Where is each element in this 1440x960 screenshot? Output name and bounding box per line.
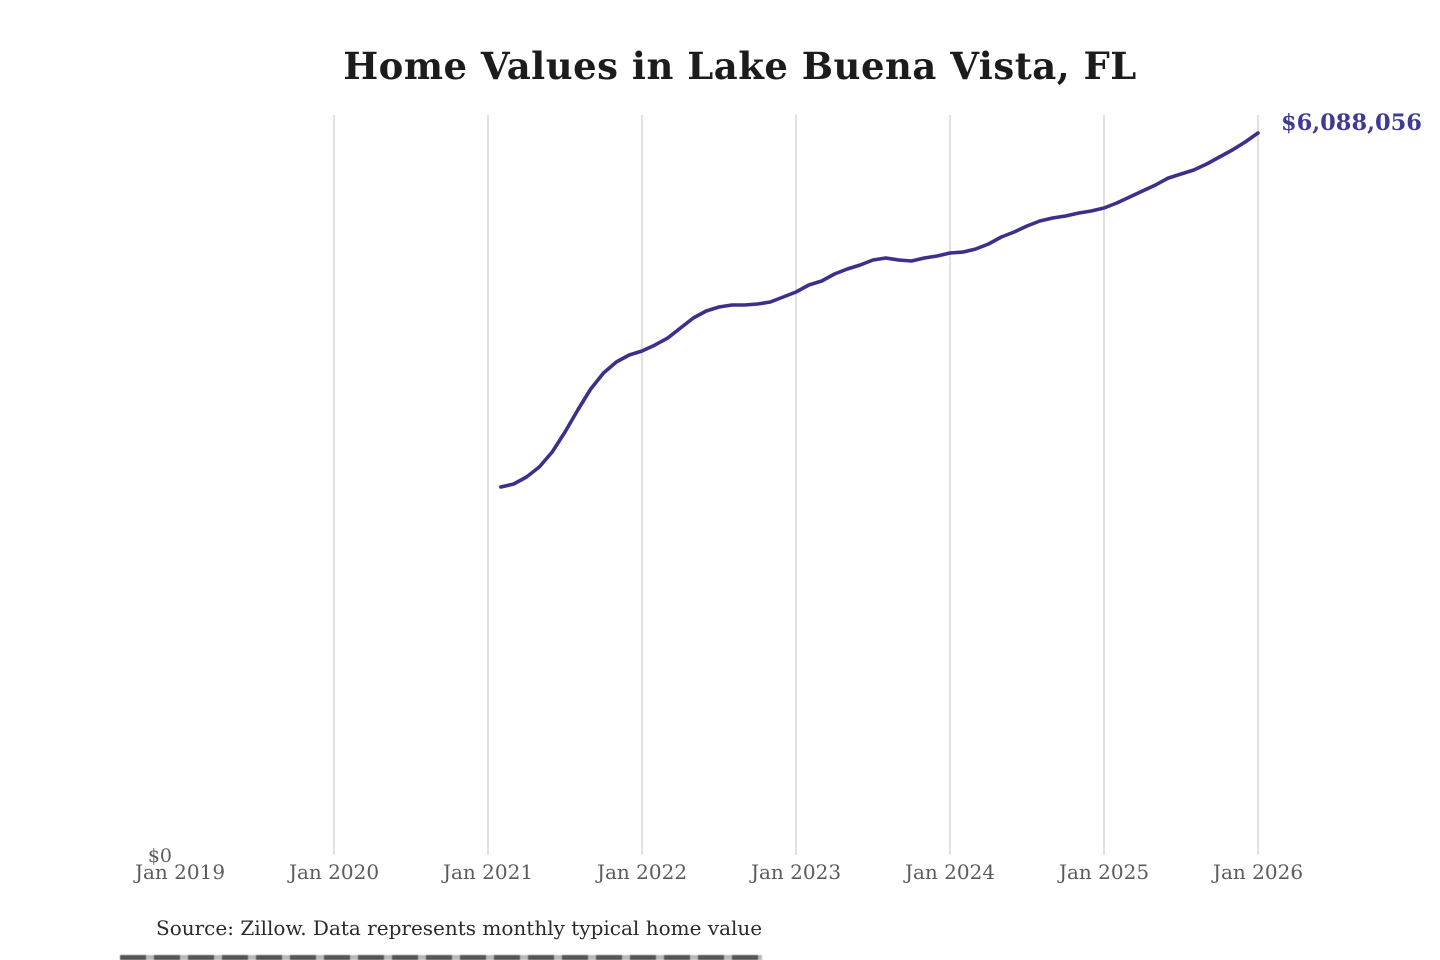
latest-value-label: $6,088,056: [1281, 110, 1422, 136]
x-tick-label-2025: Jan 2025: [1058, 860, 1150, 884]
x-tick-label-2026: Jan 2026: [1212, 860, 1304, 884]
y-axis-tick-zero: $0: [147, 845, 172, 867]
cutoff-text-artifact: [120, 955, 762, 960]
x-tick-label-2019: Jan 2019: [134, 860, 226, 884]
x-tick-label-2024: Jan 2024: [904, 860, 996, 884]
x-tick-label-2021: Jan 2021: [442, 860, 534, 884]
source-note: Source: Zillow. Data represents monthly …: [156, 916, 763, 940]
chart-title: Home Values in Lake Buena Vista, FL: [343, 44, 1137, 88]
gridlines: [333, 115, 1259, 855]
x-tick-label-2023: Jan 2023: [750, 860, 842, 884]
home-value-line: [498, 131, 1260, 489]
x-tick-label-2020: Jan 2020: [288, 860, 380, 884]
x-tick-label-2022: Jan 2022: [596, 860, 688, 884]
